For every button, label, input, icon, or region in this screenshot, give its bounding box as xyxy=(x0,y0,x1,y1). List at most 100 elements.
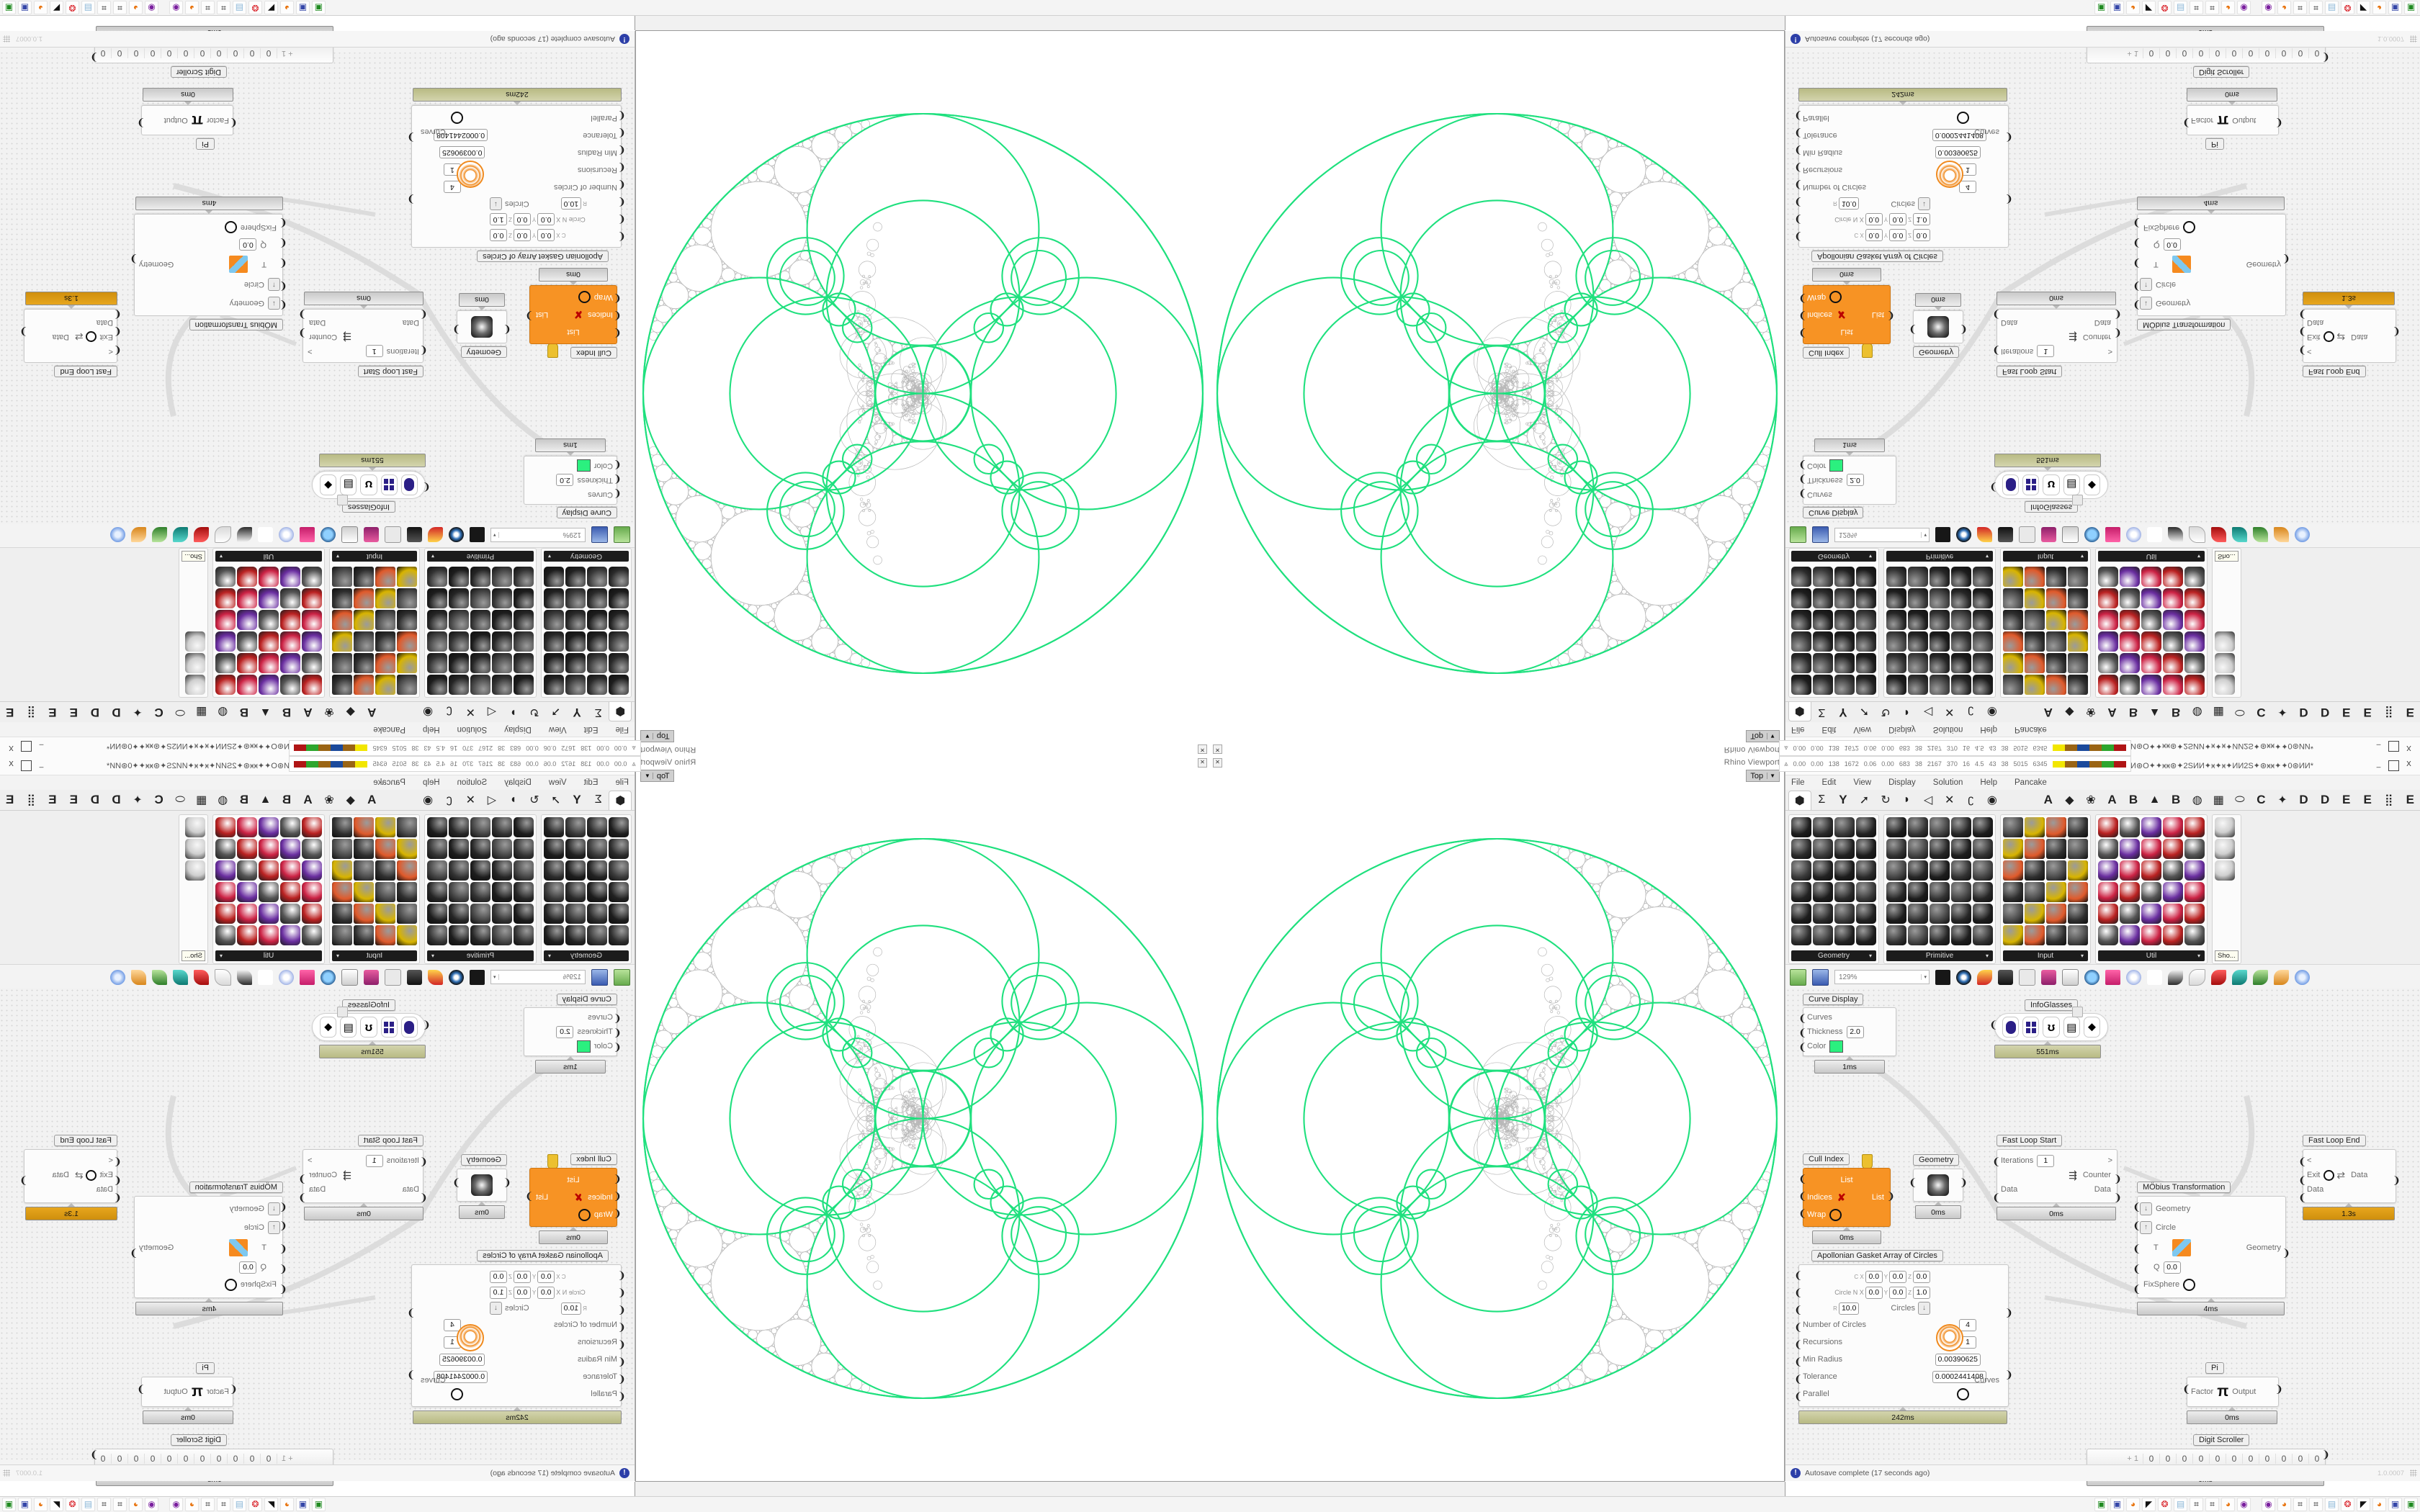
taskbar-item-notepad[interactable]: ▤ xyxy=(2174,1498,2187,1511)
addon-b-tab[interactable]: B xyxy=(282,706,292,719)
component-icon[interactable] xyxy=(2025,839,2045,859)
canvas-toolbar[interactable]: 129% ▾ xyxy=(1785,523,2420,548)
component-icon[interactable] xyxy=(1951,610,1971,630)
chevron-down-icon[interactable]: ▾ xyxy=(2080,553,2084,559)
taskbar-item-notepad[interactable]: ▤ xyxy=(81,1498,95,1511)
component-icon[interactable] xyxy=(492,817,512,837)
taskbar-item-maze-a[interactable]: ⌗ xyxy=(113,1498,127,1511)
shade-blue-icon[interactable] xyxy=(2295,527,2310,543)
component-icon[interactable] xyxy=(1856,882,1876,902)
component-icon[interactable] xyxy=(2141,860,2161,881)
shade-green-icon[interactable] xyxy=(152,527,167,543)
component-icon[interactable] xyxy=(1951,904,1971,924)
component-icon[interactable] xyxy=(397,631,417,652)
maximize-button[interactable] xyxy=(2388,741,2399,752)
grasshopper-canvas[interactable]: Curve Display ❨ ❨ ❨ Curves Thickness 2.0… xyxy=(0,988,635,1486)
component-icon[interactable] xyxy=(2163,817,2183,837)
ribbon-group-util[interactable]: Util ▾ xyxy=(212,548,325,698)
addon-e3-tab[interactable]: E xyxy=(2406,706,2415,719)
component-icon[interactable] xyxy=(1834,904,1855,924)
component-icon[interactable] xyxy=(259,817,279,837)
component-icon[interactable] xyxy=(2098,925,2118,945)
component-icon[interactable] xyxy=(587,882,607,902)
component-icon[interactable] xyxy=(2184,610,2205,630)
ribbon-group-extra[interactable]: Sho... xyxy=(179,814,208,964)
shade-grey-icon[interactable] xyxy=(2168,527,2183,543)
component-icon[interactable] xyxy=(2184,925,2205,945)
transform-tab[interactable]: ʗ xyxy=(446,706,452,719)
close-button[interactable]: X xyxy=(9,760,14,768)
taskbar-item-maze-a[interactable]: ⌗ xyxy=(2205,1,2219,14)
component-icon[interactable] xyxy=(1886,839,1906,859)
addon-e2-tab[interactable]: E xyxy=(48,706,57,719)
radius-input[interactable]: 10.0 xyxy=(1838,1302,1860,1315)
node-curve-display[interactable]: Curve Display ❨ ❨ ❨ Curves Thickness 2.0… xyxy=(1798,438,1896,520)
component-icon[interactable] xyxy=(375,925,395,945)
node-body[interactable]: ❨ ❨ ❨ ❨ ❨ ❨ ❨ ❨ ❩ ❩ C X 0.0 Y 0.0 Z xyxy=(407,105,626,248)
component-icon[interactable] xyxy=(1791,610,1811,630)
component-icon[interactable] xyxy=(1834,588,1855,608)
shade-red-icon[interactable] xyxy=(2211,969,2226,985)
component-icon[interactable] xyxy=(565,904,586,924)
surface-tab[interactable]: ◗ xyxy=(1903,706,1911,719)
scroller-digit[interactable]: 0 xyxy=(211,48,228,58)
component-icon[interactable] xyxy=(565,567,586,587)
component-icon[interactable] xyxy=(565,882,586,902)
taskbar-item-save-green[interactable]: ▣ xyxy=(2094,1,2108,14)
addon-ghost-tab[interactable]: ◍ xyxy=(218,794,228,806)
component-icon[interactable] xyxy=(2068,817,2088,837)
cx-input[interactable]: 0.0 xyxy=(537,1270,555,1283)
component-icon[interactable] xyxy=(492,588,512,608)
taskbar-item-notepad[interactable]: ▤ xyxy=(2325,1498,2339,1511)
component-icon[interactable] xyxy=(587,904,607,924)
profiler-icon[interactable] xyxy=(1998,527,2013,543)
component-icon[interactable] xyxy=(1973,653,1993,673)
addon-img-tab[interactable]: ▲ xyxy=(259,793,272,806)
component-icon[interactable] xyxy=(514,839,534,859)
component-icon[interactable] xyxy=(565,653,586,673)
node-body[interactable]: ❨ ❨ ❨ ❩ List Indices ✘ List Wrap xyxy=(1798,285,1895,344)
node-curve-display[interactable]: Curve Display ❨ ❨ ❨ Curves Thickness 2.0… xyxy=(524,992,622,1074)
component-icon[interactable] xyxy=(1973,904,1993,924)
list-glyph-icon[interactable] xyxy=(400,1017,418,1038)
maximize-button[interactable] xyxy=(21,760,32,771)
thickness-input[interactable]: 2.0 xyxy=(1846,1025,1864,1038)
radius-input[interactable]: 10.0 xyxy=(560,197,582,210)
gift-icon[interactable] xyxy=(300,527,315,543)
scroller-digit[interactable]: 0 xyxy=(2192,48,2209,58)
taskbar-item-save-64[interactable]: ▣ xyxy=(2110,1,2124,14)
taskbar-item-maze-b[interactable]: ⌗ xyxy=(2309,1498,2323,1511)
transform-tab[interactable]: ʗ xyxy=(1968,793,1974,806)
node-body[interactable]: ❨ ❩ xyxy=(452,310,511,343)
open-file-icon[interactable] xyxy=(1790,526,1806,544)
shade-orange-icon[interactable] xyxy=(2274,969,2289,985)
component-icon[interactable] xyxy=(375,860,395,881)
resize-grip[interactable] xyxy=(2410,35,2417,42)
taskbar[interactable]: ▣ ▣ ◕ ◤ ❂ ▤ ⌗ ⌗ ◕ ◉ ◉ ◕ ⌗ ⌗ ▤ ❂ ◤ ◕ ▣ ▣ xyxy=(1210,1496,2420,1512)
addon-a-tab[interactable]: A xyxy=(2043,793,2053,806)
grid-glyph-icon[interactable] xyxy=(2022,474,2040,495)
addon-e-tab[interactable]: E xyxy=(69,706,79,719)
save-file-icon[interactable] xyxy=(591,968,608,986)
radius-input[interactable]: 10.0 xyxy=(560,1302,582,1315)
component-icon[interactable] xyxy=(544,588,564,608)
taskbar-item-firefox[interactable]: ◕ xyxy=(2277,1,2291,14)
document-icon[interactable] xyxy=(341,526,358,544)
component-icon[interactable] xyxy=(1908,817,1928,837)
component-icon[interactable] xyxy=(215,882,236,902)
minimize-button[interactable]: _ xyxy=(2376,744,2381,752)
shade-blue-icon[interactable] xyxy=(110,969,125,985)
addon-leaf-tab[interactable]: ◆ xyxy=(346,706,355,718)
component-icon[interactable] xyxy=(470,925,490,945)
component-icon[interactable] xyxy=(2184,860,2205,881)
component-icon[interactable] xyxy=(492,839,512,859)
zoom-extents-icon[interactable] xyxy=(470,969,485,985)
component-icon[interactable] xyxy=(237,860,257,881)
component-icon[interactable] xyxy=(427,839,447,859)
transform-tab[interactable]: ʗ xyxy=(446,793,452,806)
addon-dot-tab[interactable]: ⬭ xyxy=(175,793,185,806)
addon-e3-tab[interactable]: E xyxy=(5,706,14,719)
list-glyph-icon[interactable] xyxy=(2002,1017,2020,1038)
taskbar-item-firefox-2[interactable]: ◕ xyxy=(2372,1498,2386,1511)
component-icon[interactable] xyxy=(492,653,512,673)
